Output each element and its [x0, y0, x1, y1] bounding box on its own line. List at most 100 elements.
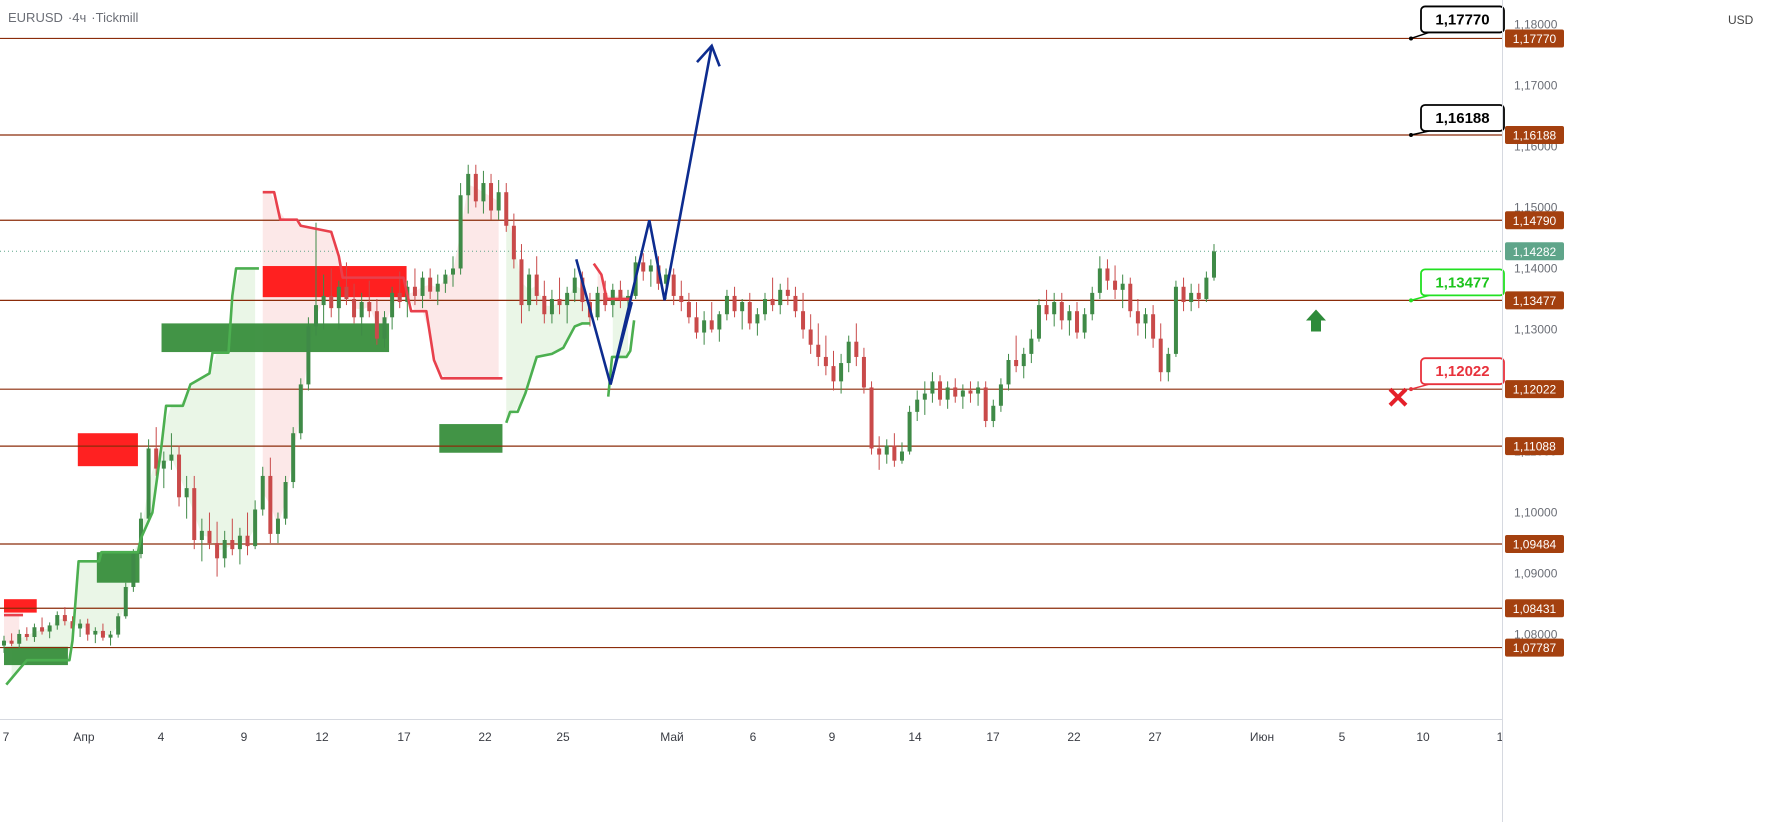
candle-body: [367, 302, 372, 312]
candle-body: [245, 535, 250, 547]
y-tick-label: 1,17000: [1514, 78, 1558, 92]
symbol-name[interactable]: EURUSD: [8, 10, 63, 25]
x-tick-label: 27: [1148, 730, 1162, 744]
x-tick-label: 5: [1339, 730, 1346, 744]
candle-body: [93, 630, 98, 635]
candle-body: [549, 298, 554, 315]
candle-body: [192, 488, 197, 540]
candle-body: [1204, 277, 1209, 299]
candle-body: [321, 295, 326, 306]
candle-body: [222, 540, 227, 559]
candle-body: [595, 292, 600, 318]
candle-body: [504, 192, 509, 226]
level-tag-label: 1,12022: [1513, 383, 1557, 397]
candle: [1105, 259, 1110, 290]
candle: [930, 372, 935, 403]
demand-zone: [439, 424, 503, 453]
callout-label: 1,17770: [1435, 11, 1489, 28]
candle: [412, 268, 417, 306]
level-tag-bg: [1505, 291, 1564, 310]
candle-body: [344, 286, 349, 299]
candle: [1181, 277, 1186, 312]
candle-body: [527, 274, 532, 306]
candle-body: [953, 387, 958, 397]
header-separator: ·: [91, 10, 96, 25]
candle: [78, 619, 83, 638]
candle-body: [968, 390, 973, 394]
candle-body: [108, 634, 113, 638]
candle: [960, 384, 965, 409]
candle: [192, 475, 197, 550]
current-price-tag-label: 1,14282: [1513, 245, 1557, 259]
candle: [694, 302, 699, 339]
candle-body: [1029, 338, 1034, 354]
candle-body: [1181, 286, 1186, 303]
x-tick-label: Апр: [73, 730, 95, 744]
candle: [1097, 256, 1102, 299]
candle-body: [899, 451, 904, 461]
supertrend-lines: [4, 190, 636, 686]
horizontal-levels[interactable]: [0, 37, 1502, 649]
candle: [877, 436, 882, 470]
level-tag-bg: [1505, 638, 1564, 657]
projection-line[interactable]: [609, 301, 634, 385]
candle-body: [85, 623, 90, 635]
candle-body: [489, 183, 494, 211]
y-tick-label: 1,15000: [1514, 200, 1558, 214]
candle-body: [877, 448, 882, 455]
supertrend-fill-down: [262, 184, 499, 527]
candle: [47, 622, 52, 639]
candle: [17, 629, 22, 648]
candle: [283, 475, 288, 525]
candle: [1113, 265, 1118, 299]
candle-body: [991, 405, 996, 422]
level-tag: 1,12022: [1505, 380, 1564, 399]
y-tick-label: 1,08000: [1514, 628, 1558, 642]
candle: [861, 347, 866, 394]
candle: [184, 475, 189, 519]
axis-currency[interactable]: USD: [1728, 13, 1754, 27]
projection-path[interactable]: [575, 43, 721, 385]
candle-body: [664, 274, 669, 284]
candle-body: [1052, 302, 1057, 315]
candle-body: [314, 305, 319, 327]
candle: [382, 311, 387, 348]
level-tag: 1,08431: [1505, 599, 1564, 618]
price-callouts[interactable]: 1,17770 1,16188 1,13477 1,12022: [1409, 5, 1505, 392]
candle-body: [618, 289, 623, 299]
candle: [435, 274, 440, 306]
x-tick-label: 17: [397, 730, 411, 744]
candle-body: [938, 381, 943, 400]
candle-body: [473, 173, 478, 202]
candle: [839, 353, 844, 394]
candle: [352, 283, 357, 324]
stop-cross-icon: [1388, 387, 1408, 407]
x-tick-label: 9: [829, 730, 836, 744]
level-tag-label: 1,16188: [1513, 128, 1557, 142]
projection-line[interactable]: [575, 45, 714, 385]
candle: [976, 381, 981, 406]
price-axis-tags: 1,17770 1,16188 1,14790 1,13477 1,12022 1,110…: [1505, 29, 1564, 657]
callout-target[interactable]: 1,16188: [1409, 104, 1505, 137]
candle: [489, 173, 494, 220]
candle-body: [861, 356, 866, 388]
callout-stop[interactable]: 1,12022: [1409, 357, 1505, 392]
callout-entry[interactable]: 1,13477: [1409, 268, 1505, 303]
callout-target[interactable]: 1,17770: [1409, 5, 1505, 41]
timeframe[interactable]: 4ч: [72, 10, 87, 25]
candle-body: [230, 540, 235, 550]
supertrend-fill-up: [506, 208, 590, 423]
callout-label: 1,16188: [1435, 110, 1489, 127]
candle: [763, 292, 767, 321]
candle: [443, 269, 448, 293]
level-tag-label: 1,09484: [1513, 538, 1557, 552]
candle-body: [983, 387, 988, 422]
candle-body: [412, 286, 417, 296]
candle-body: [1128, 283, 1133, 312]
level-tag-label: 1,13477: [1513, 294, 1557, 308]
x-tick-label: 4: [158, 730, 165, 744]
x-tick-label: 22: [1067, 730, 1081, 744]
candle-body: [1166, 353, 1171, 373]
